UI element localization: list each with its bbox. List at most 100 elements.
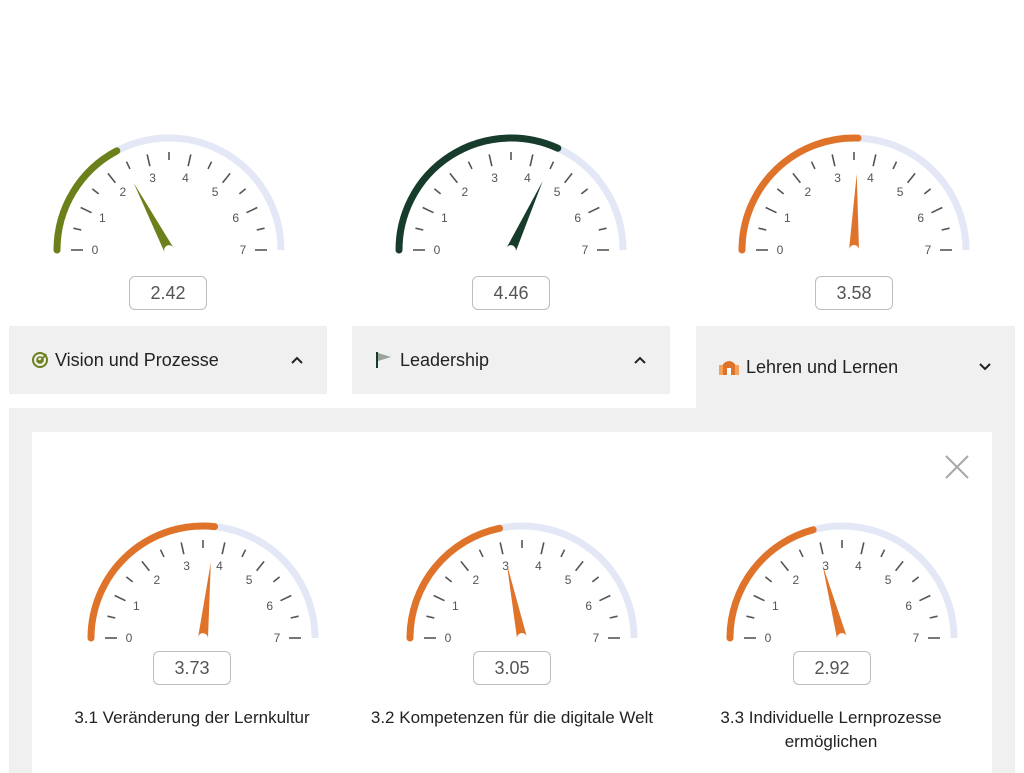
gauge-value-lehren: 3.58 xyxy=(815,276,893,310)
gauge-tick-label: 6 xyxy=(585,599,592,613)
gauge-tick xyxy=(810,161,816,170)
gauge-tick xyxy=(280,594,292,602)
gauge-tick xyxy=(91,188,100,195)
gauge-tick-label: 6 xyxy=(266,599,273,613)
gauge-tick-label: 7 xyxy=(582,243,589,257)
gauge-tick xyxy=(488,154,493,167)
gauge-tick xyxy=(919,594,931,602)
sub-gauge-label-3-1: 3.1 Veränderung der Lernkultur xyxy=(74,708,310,727)
gauge-needle xyxy=(506,563,527,639)
gauge-tick-label: 1 xyxy=(784,211,791,225)
tab-label: Vision und Prozesse xyxy=(55,349,219,370)
gauge-tick xyxy=(860,542,865,555)
gauge-tick-label: 6 xyxy=(574,211,581,225)
gauge-tick xyxy=(159,549,165,558)
gauge-tick xyxy=(758,227,767,231)
gauge-tick xyxy=(207,161,213,170)
gauge-tick xyxy=(73,227,82,231)
gauge-tick-label: 4 xyxy=(855,559,862,573)
gauge-value-sub-3-2: 3.05 xyxy=(473,651,551,685)
gauge-tick-label: 2 xyxy=(473,573,480,587)
gauge-tick-label: 1 xyxy=(452,599,459,613)
gauge-tick xyxy=(598,227,607,231)
gauge-tick-label: 1 xyxy=(772,599,779,613)
gauge-tick xyxy=(776,188,785,195)
gauge-tick-label: 3 xyxy=(834,171,841,185)
gauge-tick xyxy=(880,549,886,558)
tab-leadership[interactable]: Leadership xyxy=(352,326,670,394)
gauge-tick xyxy=(141,560,151,572)
gauge-tick-label: 0 xyxy=(445,631,452,645)
gauge-tick xyxy=(256,227,265,231)
gauge-tick xyxy=(746,615,755,619)
tab-lehren-und-lernen[interactable]: Lehren und Lernen xyxy=(696,326,1015,408)
chevron-down-icon[interactable] xyxy=(977,359,993,375)
gauge-value-sub-3-1: 3.73 xyxy=(153,651,231,685)
gauge-fill-arc xyxy=(53,147,121,254)
close-icon[interactable] xyxy=(942,452,972,482)
gauge-tick xyxy=(187,154,192,167)
gauge-tick xyxy=(255,560,265,572)
gauge-tick-label: 5 xyxy=(212,185,219,199)
sub-gauge-label-3-2: 3.2 Kompetenzen für die digitale Welt xyxy=(370,708,654,727)
gauge-tick xyxy=(540,542,545,555)
gauge-fill-arc xyxy=(726,526,817,642)
gauge-track xyxy=(556,145,627,251)
gauge-fill-arc xyxy=(395,134,562,254)
gauge-track xyxy=(498,522,638,639)
gauge-tick xyxy=(426,615,435,619)
gauge-track xyxy=(857,134,970,251)
gauge-tick-label: 1 xyxy=(441,211,448,225)
gauge-tick-label: 3 xyxy=(502,559,509,573)
gauge-tick xyxy=(433,188,442,195)
gauge-tick xyxy=(819,542,824,555)
flag-icon xyxy=(376,352,391,368)
gauge-tick-label: 1 xyxy=(133,599,140,613)
gauge-tick xyxy=(478,549,484,558)
tab-label: Leadership xyxy=(400,349,490,370)
gauge-tick-label: 7 xyxy=(240,243,247,257)
gauge-tick-label: 3 xyxy=(491,171,498,185)
gauge-needle xyxy=(198,562,211,639)
gauge-fill-arc xyxy=(406,524,504,642)
gauge-tick-label: 4 xyxy=(524,171,531,185)
gauge-tick xyxy=(460,560,470,572)
gauge-tick-label: 2 xyxy=(120,185,127,199)
chevron-up-icon[interactable] xyxy=(289,352,305,368)
gauge-needle xyxy=(822,564,847,640)
chevron-up-icon[interactable] xyxy=(632,352,648,368)
gauge-tick xyxy=(780,560,790,572)
gauge-tick xyxy=(609,615,618,619)
gauge-track xyxy=(812,522,958,639)
gauge-tick xyxy=(872,154,877,167)
gauge-tick xyxy=(911,576,920,583)
tab-vision-und-prozesse[interactable]: Vision und Prozesse xyxy=(9,326,327,394)
gauge-tick xyxy=(221,172,231,184)
gauge-tick xyxy=(221,542,226,555)
gauge-needle xyxy=(506,180,543,253)
gauge-tick-label: 7 xyxy=(913,631,920,645)
gauge-tick-label: 2 xyxy=(154,573,161,587)
gauge-tick xyxy=(125,576,134,583)
gauge-fill-arc xyxy=(738,134,862,254)
gauge-tick xyxy=(941,227,950,231)
gauge-tick-label: 2 xyxy=(793,573,800,587)
gauge-tick-label: 7 xyxy=(925,243,932,257)
gauge-tick xyxy=(529,154,534,167)
gauge-tick xyxy=(146,154,151,167)
gauge-value-sub-3-3: 2.92 xyxy=(793,651,871,685)
gauge-tick xyxy=(238,188,247,195)
gauge-tick-label: 5 xyxy=(565,573,572,587)
gauge-tick xyxy=(107,615,116,619)
target-check-icon xyxy=(32,352,48,368)
gauge-tick xyxy=(580,188,589,195)
gauge-tick-label: 5 xyxy=(897,185,904,199)
gauge-track xyxy=(214,523,319,639)
